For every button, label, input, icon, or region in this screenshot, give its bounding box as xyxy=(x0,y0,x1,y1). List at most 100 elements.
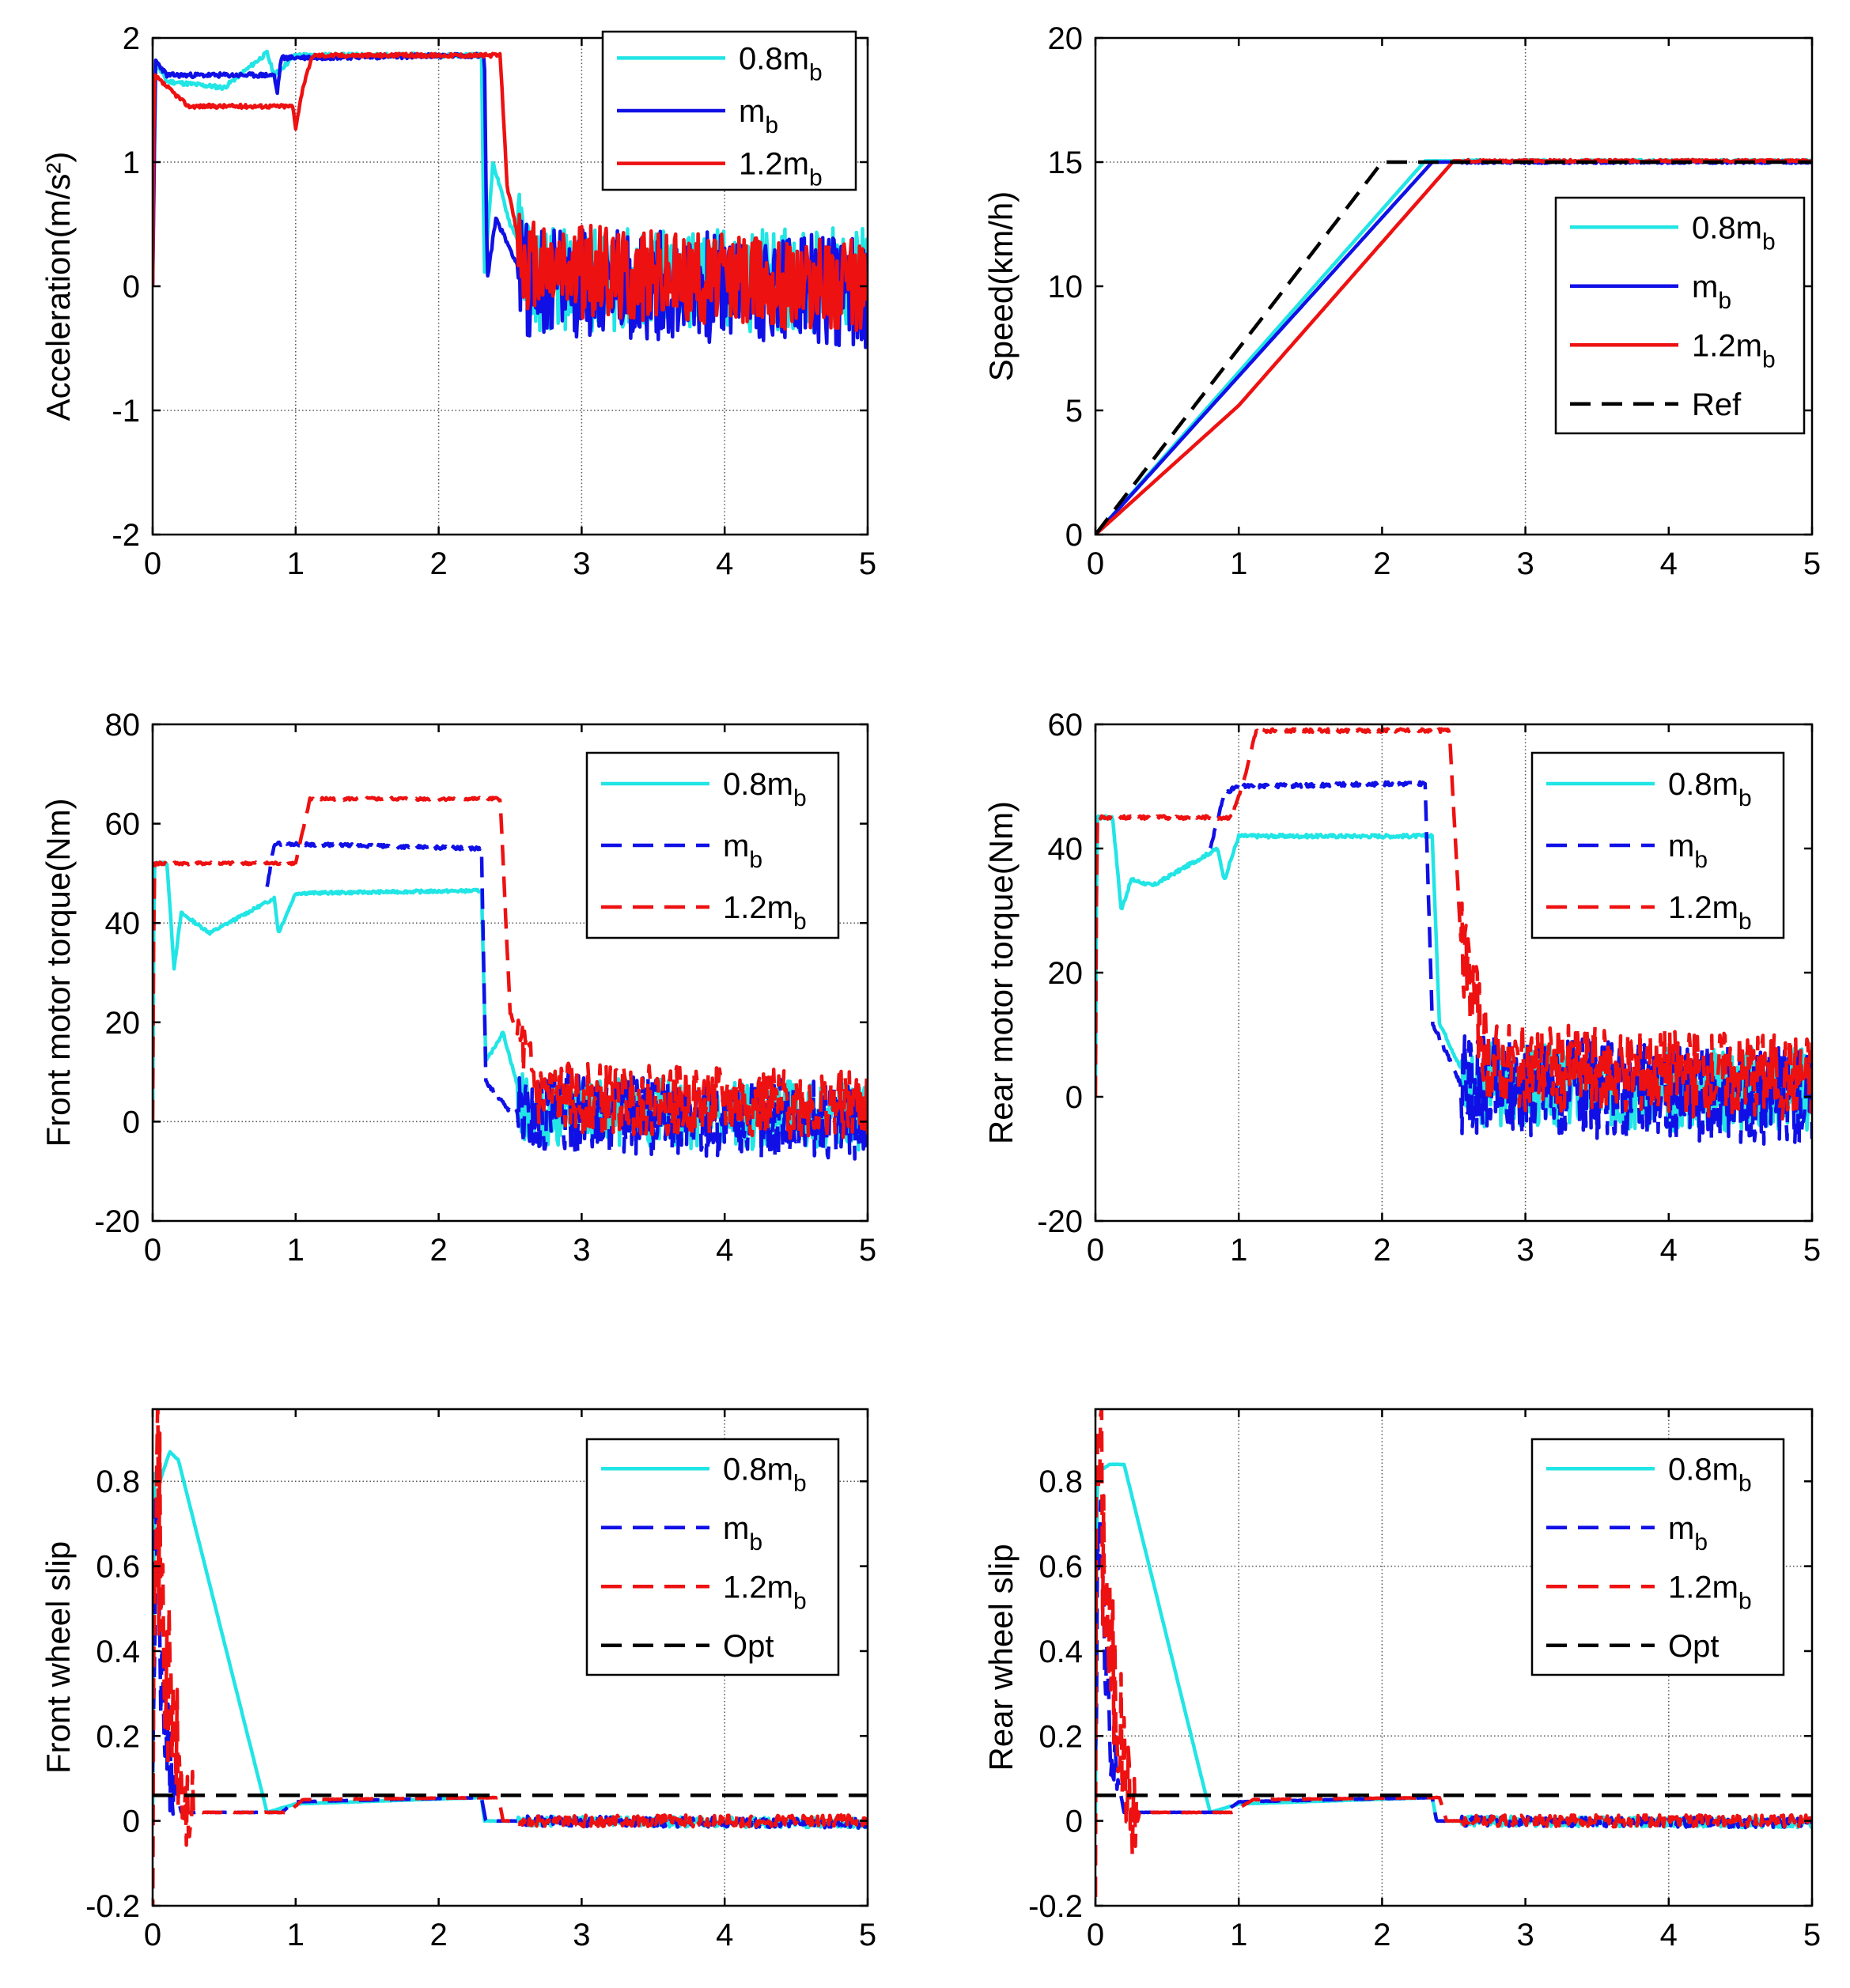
y-axis-label: Rear wheel slip xyxy=(982,1544,1020,1771)
x-tick-label: 5 xyxy=(859,1918,876,1952)
x-tick-label: 2 xyxy=(429,546,447,581)
x-tick-label: 2 xyxy=(429,1233,447,1268)
x-tick-label: 5 xyxy=(1803,1918,1821,1952)
legend-label-subscript: b xyxy=(793,1588,807,1614)
y-axis-label: Speed(km/h) xyxy=(982,191,1020,381)
series-line-speed-3 xyxy=(1095,160,1812,535)
series-line-accel-2 xyxy=(153,51,868,332)
plot-area xyxy=(153,49,868,350)
y-tick-label: 0 xyxy=(1065,1080,1083,1115)
legend-box xyxy=(1554,196,1806,435)
x-tick-label: 5 xyxy=(859,546,876,581)
legend-label-subscript: b xyxy=(1738,785,1752,811)
y-tick-label: 40 xyxy=(1048,832,1084,867)
x-tick-label: 0 xyxy=(1087,1918,1104,1952)
x-tick-label: 4 xyxy=(1660,1918,1678,1952)
legend-label-subscript: b xyxy=(793,1470,807,1496)
y-tick-label: 0.4 xyxy=(1038,1635,1083,1669)
y-tick-label: 20 xyxy=(1048,21,1084,56)
legend-label-subscript: b xyxy=(809,165,823,191)
y-tick-label: 0.2 xyxy=(1038,1719,1083,1754)
axes-box xyxy=(1094,1408,1814,1907)
x-tick-label: 1 xyxy=(1230,1918,1247,1952)
y-tick-label: 60 xyxy=(1048,708,1084,743)
y-tick-label: -2 xyxy=(112,518,140,553)
y-tick-label: 60 xyxy=(105,807,141,842)
x-tick-label: 5 xyxy=(859,1233,876,1268)
plot-area xyxy=(153,1409,868,1906)
legend-label-subscript: b xyxy=(809,59,823,85)
legend-box xyxy=(1530,1438,1785,1676)
x-tick-label: 0 xyxy=(144,546,161,581)
legend-label: Ref xyxy=(1692,387,1742,422)
x-tick-label: 3 xyxy=(1516,1918,1534,1952)
x-tick-label: 1 xyxy=(287,1233,305,1268)
plot-area xyxy=(1095,1409,1812,1906)
x-tick-label: 3 xyxy=(573,1233,590,1268)
y-tick-label: 0.6 xyxy=(1038,1550,1083,1585)
x-tick-label: 2 xyxy=(429,1918,447,1952)
x-tick-label: 1 xyxy=(287,1918,305,1952)
y-tick-label: 2 xyxy=(123,21,140,56)
x-tick-label: 0 xyxy=(144,1233,161,1268)
series-line-rtorque-2 xyxy=(1095,727,1812,1121)
x-tick-label: 3 xyxy=(1516,546,1534,581)
x-tick-label: 3 xyxy=(573,546,590,581)
y-tick-label: 0 xyxy=(123,270,140,304)
x-tick-label: 1 xyxy=(287,546,305,581)
y-axis-label: Rear motor torque(Nm) xyxy=(982,801,1020,1144)
legend-label-subscript: b xyxy=(1718,288,1731,314)
x-tick-label: 4 xyxy=(716,1918,733,1952)
x-tick-label: 3 xyxy=(1516,1233,1534,1268)
x-tick-label: 1 xyxy=(1230,1233,1247,1268)
series-line-rslip-2 xyxy=(1095,1409,1812,1906)
x-tick-label: 0 xyxy=(1087,1233,1104,1268)
series-line-fslip-2 xyxy=(153,1409,868,1906)
y-tick-label: 0.4 xyxy=(96,1635,140,1669)
y-tick-label: 0.6 xyxy=(96,1550,140,1585)
y-tick-label: 0 xyxy=(123,1105,140,1140)
plot-area xyxy=(1095,157,1812,535)
axes-box xyxy=(151,1408,869,1907)
legend-label-subscript: b xyxy=(749,1529,762,1555)
x-tick-label: 2 xyxy=(1373,1918,1390,1952)
y-tick-label: -1 xyxy=(112,394,140,429)
x-tick-label: 3 xyxy=(573,1918,590,1952)
y-tick-label: 80 xyxy=(105,708,141,743)
series-line-accel-0 xyxy=(153,49,868,334)
y-tick-label: -0.2 xyxy=(85,1889,140,1924)
x-tick-label: 4 xyxy=(716,546,733,581)
y-tick-label: 0.2 xyxy=(96,1719,140,1754)
panel-accel: 0 1 2 3 4 5 -2 -1 0 1 2 Acceleration(m/s²) 0.8mbmb1.… xyxy=(40,21,876,581)
y-tick-label: 20 xyxy=(1048,956,1084,991)
legend-label: Opt xyxy=(1668,1629,1719,1664)
legend-label-subscript: b xyxy=(1738,909,1752,935)
y-tick-label: 0 xyxy=(123,1805,140,1839)
x-tick-label: 5 xyxy=(1803,546,1821,581)
plot-area xyxy=(153,796,868,1161)
legend-label-subscript: b xyxy=(765,112,778,138)
x-tick-label: 4 xyxy=(1660,546,1678,581)
x-tick-label: 4 xyxy=(1660,1233,1678,1268)
legend-box xyxy=(585,1438,840,1676)
legend-label-subscript: b xyxy=(1694,847,1708,873)
y-tick-label: 20 xyxy=(105,1006,141,1041)
y-tick-label: 0.8 xyxy=(96,1465,140,1499)
legend-label: Opt xyxy=(723,1629,774,1664)
x-tick-label: 4 xyxy=(716,1233,733,1268)
legend-label-subscript: b xyxy=(793,785,807,811)
y-axis-label: Front motor torque(Nm) xyxy=(40,798,77,1147)
axes-box xyxy=(151,723,869,1223)
legend-label-subscript: b xyxy=(1762,229,1776,255)
y-tick-label: 5 xyxy=(1065,394,1083,429)
y-tick-label: 0.8 xyxy=(1038,1465,1083,1499)
series-line-ftorque-2 xyxy=(153,796,868,1141)
